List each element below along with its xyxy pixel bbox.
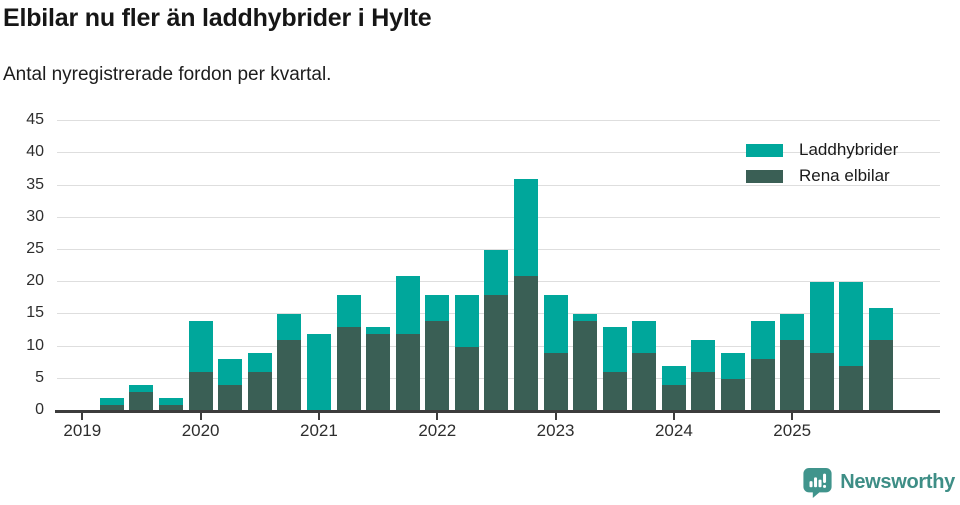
bar-segment-laddhybrider xyxy=(662,366,686,385)
bar-segment-rena-elbilar xyxy=(248,372,272,411)
grid-line xyxy=(57,217,940,218)
bar-segment-rena-elbilar xyxy=(603,372,627,411)
x-tick-label: 2020 xyxy=(166,422,236,440)
bar-segment-laddhybrider xyxy=(455,295,479,347)
bar-segment-laddhybrider xyxy=(839,282,863,366)
bar-segment-laddhybrider xyxy=(751,321,775,360)
bar-segment-rena-elbilar xyxy=(662,385,686,411)
x-tick-label: 2023 xyxy=(521,422,591,440)
bar-segment-laddhybrider xyxy=(248,353,272,372)
x-tick xyxy=(436,413,438,420)
bar-segment-rena-elbilar xyxy=(869,340,893,411)
bar-segment-laddhybrider xyxy=(721,353,745,379)
bar-segment-rena-elbilar xyxy=(691,372,715,411)
bar-segment-laddhybrider xyxy=(277,314,301,340)
bar-segment-rena-elbilar xyxy=(366,334,390,411)
y-tick-label: 25 xyxy=(4,241,44,257)
y-tick-label: 15 xyxy=(4,305,44,321)
bar-segment-rena-elbilar xyxy=(810,353,834,411)
bar-segment-laddhybrider xyxy=(129,385,153,391)
bar-segment-rena-elbilar xyxy=(780,340,804,411)
bar-segment-laddhybrider xyxy=(544,295,568,353)
bar-segment-laddhybrider xyxy=(425,295,449,321)
bar-segment-laddhybrider xyxy=(869,308,893,340)
bar-segment-laddhybrider xyxy=(366,327,390,333)
legend-swatch-laddhybrider xyxy=(746,144,783,157)
bar-segment-rena-elbilar xyxy=(632,353,656,411)
bar-segment-rena-elbilar xyxy=(721,379,745,411)
x-tick-label: 2022 xyxy=(402,422,472,440)
y-tick-label: 0 xyxy=(4,402,44,418)
y-tick-label: 45 xyxy=(4,112,44,128)
grid-line xyxy=(57,120,940,121)
y-tick-label: 20 xyxy=(4,273,44,289)
bar-segment-rena-elbilar xyxy=(514,276,538,411)
legend-label-laddhybrider: Laddhybrider xyxy=(799,140,898,160)
x-tick xyxy=(555,413,557,420)
bar-segment-laddhybrider xyxy=(189,321,213,373)
x-tick-label: 2021 xyxy=(284,422,354,440)
legend: Laddhybrider Rena elbilar xyxy=(746,137,898,189)
bar-segment-rena-elbilar xyxy=(129,392,153,411)
bar-segment-laddhybrider xyxy=(484,250,508,295)
x-tick xyxy=(791,413,793,420)
x-tick-label: 2024 xyxy=(639,422,709,440)
newsworthy-wordmark: Newsworthy xyxy=(840,471,955,494)
bar-segment-rena-elbilar xyxy=(751,359,775,411)
y-tick-label: 40 xyxy=(4,144,44,160)
bar-segment-laddhybrider xyxy=(337,295,361,327)
bar-segment-laddhybrider xyxy=(573,314,597,320)
bar-segment-laddhybrider xyxy=(632,321,656,353)
y-tick-label: 5 xyxy=(4,370,44,386)
bar-segment-laddhybrider xyxy=(780,314,804,340)
bar-segment-laddhybrider xyxy=(603,327,627,372)
legend-item-rena-elbilar: Rena elbilar xyxy=(746,163,898,189)
bar-segment-rena-elbilar xyxy=(337,327,361,411)
bar-segment-laddhybrider xyxy=(100,398,124,404)
x-tick xyxy=(200,413,202,420)
legend-swatch-rena-elbilar xyxy=(746,170,783,183)
x-tick-label: 2025 xyxy=(757,422,827,440)
bar-segment-laddhybrider xyxy=(810,282,834,353)
x-tick xyxy=(81,413,83,420)
bar-segment-rena-elbilar xyxy=(839,366,863,411)
bar-segment-rena-elbilar xyxy=(455,347,479,411)
x-axis-line xyxy=(55,410,940,413)
bar-segment-laddhybrider xyxy=(514,179,538,276)
x-tick xyxy=(318,413,320,420)
plot-area: 0510152025303540452019202020212022202320… xyxy=(0,0,960,505)
newsworthy-speech-bubble-chart-icon xyxy=(802,467,833,498)
bar-segment-laddhybrider xyxy=(159,398,183,404)
legend-label-rena-elbilar: Rena elbilar xyxy=(799,166,890,186)
legend-item-laddhybrider: Laddhybrider xyxy=(746,137,898,163)
chart-canvas: Elbilar nu fler än laddhybrider i Hylte … xyxy=(0,0,960,505)
bar-segment-laddhybrider xyxy=(396,276,420,334)
bar-segment-laddhybrider xyxy=(218,359,242,385)
bar-segment-rena-elbilar xyxy=(396,334,420,411)
bar-segment-rena-elbilar xyxy=(189,372,213,411)
bar-segment-laddhybrider xyxy=(691,340,715,372)
y-tick-label: 10 xyxy=(4,338,44,354)
bar-segment-rena-elbilar xyxy=(484,295,508,411)
y-tick-label: 35 xyxy=(4,177,44,193)
bar-segment-rena-elbilar xyxy=(573,321,597,411)
y-tick-label: 30 xyxy=(4,209,44,225)
bar-segment-rena-elbilar xyxy=(218,385,242,411)
bar-segment-laddhybrider xyxy=(307,334,331,411)
x-tick-label: 2019 xyxy=(47,422,117,440)
newsworthy-logo: Newsworthy xyxy=(802,467,955,498)
x-tick xyxy=(673,413,675,420)
bar-segment-rena-elbilar xyxy=(425,321,449,411)
bar-segment-rena-elbilar xyxy=(277,340,301,411)
bar-segment-rena-elbilar xyxy=(544,353,568,411)
